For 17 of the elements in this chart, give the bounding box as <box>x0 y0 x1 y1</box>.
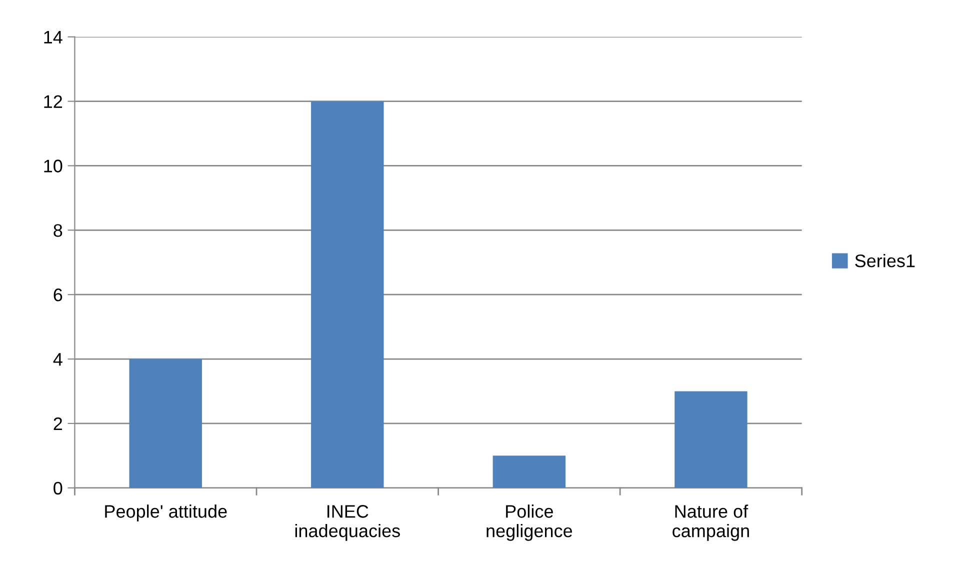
y-tick-label: 4 <box>53 353 62 366</box>
y-tick-label: 2 <box>54 417 62 430</box>
x-tick-label: Nature of campaign <box>672 504 749 541</box>
x-tick-label: INEC inadequacies <box>295 505 400 541</box>
bar <box>129 359 202 488</box>
x-tick-label: People' attitude <box>105 504 227 522</box>
y-tick-label: 14 <box>44 30 62 44</box>
y-tick-label: 8 <box>54 224 62 237</box>
bar <box>311 101 384 488</box>
x-tick-label: Police negligence <box>486 504 572 541</box>
y-tick-label: 6 <box>54 288 62 302</box>
y-tick-label: 0 <box>54 482 62 495</box>
y-tick-label: 10 <box>44 160 62 172</box>
bar <box>492 456 566 488</box>
y-tick-label: 12 <box>44 95 62 108</box>
legend-label: Series1 <box>855 254 915 268</box>
bar <box>674 391 748 488</box>
